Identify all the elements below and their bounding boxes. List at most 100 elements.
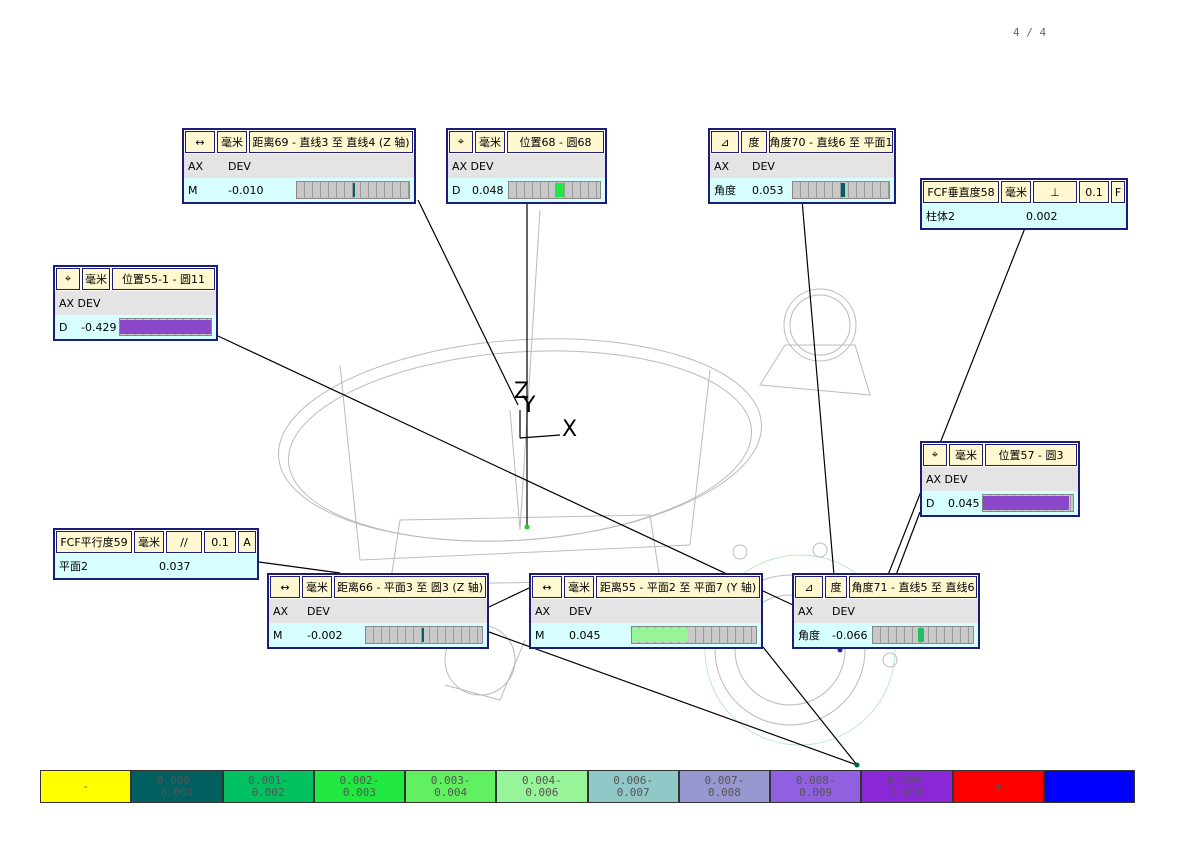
cell-text: DEV	[752, 159, 775, 173]
header-cell: FCF平行度59	[56, 531, 132, 553]
callout-box: ↔ 毫米 距离55 - 平面2 至 平面7 (Y 轴) AX DEV M 0.045	[529, 573, 763, 649]
header-cell: ⌖	[449, 131, 473, 153]
axis-label: X	[562, 417, 577, 442]
callout-row: 柱体2 0.002	[922, 204, 1126, 228]
cell-text: 0.053	[752, 183, 784, 197]
legend-label: 0.003-	[430, 773, 471, 787]
cell-text: AX	[188, 159, 204, 173]
header-cell: 距离55 - 平面2 至 平面7 (Y 轴)	[596, 576, 760, 598]
deviation-bar	[792, 181, 890, 199]
cell-text: 0.037	[159, 559, 191, 573]
cell-text: 平面2	[59, 560, 88, 573]
legend-label: 0.008-	[795, 773, 836, 787]
callout-box: ⌖ 毫米 位置55-1 - 圆11 AX DEV D -0.429	[53, 265, 218, 341]
legend-label: 0.006-	[613, 773, 653, 787]
callout-header: ↔ 毫米 距离69 - 直线3 至 直线4 (Z 轴)	[184, 130, 414, 154]
legend-label: 0.004-	[522, 773, 562, 787]
callout-row: 角度 -0.066	[794, 623, 978, 647]
callout-header: ⌖ 毫米 位置68 - 圆68	[448, 130, 605, 154]
header-cell: 角度71 - 直线5 至 直线6	[849, 576, 977, 598]
legend-label: -	[82, 779, 89, 793]
callout-row: AX DEV	[269, 599, 487, 623]
callout-box: ⊿ 度角度70 - 直线6 至 平面1 AX DEV 角度 0.053	[708, 128, 896, 204]
axis-label: Y	[521, 393, 536, 418]
cell-text: AX	[535, 604, 551, 618]
cell-text: 柱体2	[926, 210, 955, 223]
cell-text: DEV	[569, 604, 592, 618]
deviation-bar	[508, 181, 601, 199]
header-cell: 毫米	[1001, 181, 1031, 203]
cell-text: D	[452, 183, 461, 197]
header-cell: 毫米	[82, 268, 110, 290]
callout-header: ⌖ 毫米 位置57 - 圆3	[922, 443, 1078, 467]
cell-text: -0.429	[81, 320, 117, 334]
legend-label: 0.006	[525, 785, 559, 799]
cell-text: 0.002	[1026, 209, 1058, 223]
legend-cell: 0.000- 0.001	[131, 770, 223, 803]
legend-label: +	[994, 779, 1002, 793]
header-cell: //	[166, 531, 202, 553]
callout-row: AX DEV	[184, 154, 414, 178]
callout-header: FCF垂直度58 毫米 ⊥ 0.1 F	[922, 180, 1126, 204]
legend-label: 0.007	[616, 785, 650, 799]
header-cell: 度	[825, 576, 847, 598]
deviation-indicator	[353, 183, 356, 197]
callout-row: 角度 0.053	[710, 178, 894, 202]
callout-header: ⌖ 毫米 位置55-1 - 圆11	[55, 267, 216, 291]
cell-text: AX DEV	[926, 472, 968, 486]
legend-label: 0.009-	[887, 773, 927, 787]
cell-text: 角度	[714, 184, 736, 197]
deviation-bar	[119, 318, 212, 336]
callout-row: M 0.045	[531, 623, 761, 647]
callout-row: AX DEV	[448, 154, 605, 178]
callout-row: 平面2 0.037	[55, 554, 257, 578]
callout-header: ⊿ 度角度71 - 直线5 至 直线6	[794, 575, 978, 599]
callout-row: AX DEV	[794, 599, 978, 623]
header-cell: ⊿	[711, 131, 739, 153]
header-cell: ⊿	[795, 576, 823, 598]
callout-row: D -0.429	[55, 315, 216, 339]
page-number: 4 / 4	[1013, 26, 1046, 39]
deviation-indicator	[983, 496, 1069, 510]
legend-cell: 0.004- 0.006	[496, 770, 588, 803]
header-cell: ⊥	[1033, 181, 1077, 203]
callout-row: M -0.002	[269, 623, 487, 647]
callout-header: ⊿ 度角度70 - 直线6 至 平面1	[710, 130, 894, 154]
legend-label: 0.001	[160, 785, 194, 799]
cell-text: D	[59, 320, 68, 334]
deviation-bar	[982, 494, 1074, 512]
deviation-indicator	[120, 320, 211, 334]
cell-text: AX	[714, 159, 730, 173]
cell-text: M	[273, 628, 283, 642]
cell-text: AX DEV	[59, 296, 101, 310]
callout-header: FCF平行度59 毫米//0.1 A	[55, 530, 257, 554]
callout-row: M -0.010	[184, 178, 414, 202]
deviation-indicator	[841, 183, 845, 197]
legend-cell: -	[40, 770, 132, 803]
header-cell: 度	[741, 131, 767, 153]
header-cell: 毫米	[949, 444, 983, 466]
cell-text: DEV	[307, 604, 330, 618]
callout-row: AX DEV	[55, 291, 216, 315]
legend-label: 0.009	[799, 785, 833, 799]
legend-label: 0.000-	[157, 773, 197, 787]
legend-label: 0.002	[251, 785, 285, 799]
callout-header: ↔ 毫米 距离55 - 平面2 至 平面7 (Y 轴)	[531, 575, 761, 599]
header-cell: 毫米	[475, 131, 505, 153]
callout-row: D 0.048	[448, 178, 605, 202]
cell-text: 0.048	[472, 183, 504, 197]
legend-cell: 0.003- 0.004	[405, 770, 497, 803]
legend-cell: 0.002- 0.003	[313, 770, 405, 803]
cell-text: D	[926, 496, 935, 510]
legend-label: 0.002-	[339, 773, 380, 787]
header-cell: 距离66 - 平面3 至 圆3 (Z 轴)	[334, 576, 486, 598]
callout-box: FCF平行度59 毫米//0.1 A 平面2 0.037	[53, 528, 259, 580]
legend-label: 0.003	[342, 785, 376, 799]
axis-label: Z	[514, 379, 529, 404]
callout-row: AX DEV	[531, 599, 761, 623]
header-cell: FCF垂直度58	[923, 181, 999, 203]
callout-header: ↔ 毫米 距离66 - 平面3 至 圆3 (Z 轴)	[269, 575, 487, 599]
cell-text: -0.010	[228, 183, 264, 197]
legend-cell: 0.001- 0.002	[222, 770, 314, 803]
callout-box: ⌖ 毫米 位置68 - 圆68 AX DEV D 0.048	[446, 128, 607, 204]
